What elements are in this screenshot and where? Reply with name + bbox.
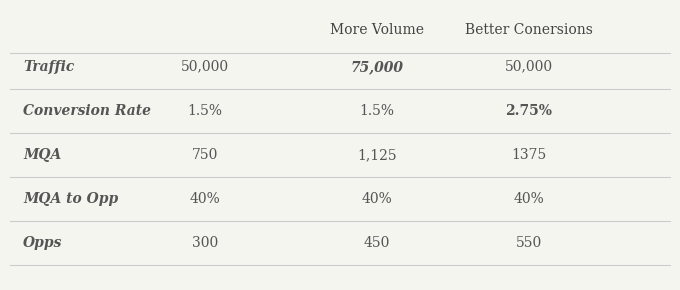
Text: 1.5%: 1.5%: [360, 104, 394, 118]
Text: 2.75%: 2.75%: [505, 104, 552, 118]
Text: 450: 450: [364, 236, 390, 250]
Text: 1,125: 1,125: [357, 148, 397, 162]
Text: 1375: 1375: [511, 148, 547, 162]
Text: 40%: 40%: [362, 192, 392, 206]
Text: MQA to Opp: MQA to Opp: [23, 192, 118, 206]
Text: 550: 550: [515, 236, 542, 250]
Text: 40%: 40%: [513, 192, 544, 206]
Text: 750: 750: [192, 148, 218, 162]
Text: Opps: Opps: [23, 236, 63, 250]
Text: 40%: 40%: [190, 192, 220, 206]
Text: 50,000: 50,000: [505, 60, 553, 74]
Text: 50,000: 50,000: [181, 60, 229, 74]
Text: Conversion Rate: Conversion Rate: [23, 104, 151, 118]
Text: 75,000: 75,000: [351, 60, 404, 74]
Text: MQA: MQA: [23, 148, 61, 162]
Text: More Volume: More Volume: [330, 23, 424, 37]
Text: Traffic: Traffic: [23, 60, 74, 74]
Text: 300: 300: [192, 236, 218, 250]
Text: Better Conersions: Better Conersions: [465, 23, 593, 37]
Text: 1.5%: 1.5%: [188, 104, 222, 118]
